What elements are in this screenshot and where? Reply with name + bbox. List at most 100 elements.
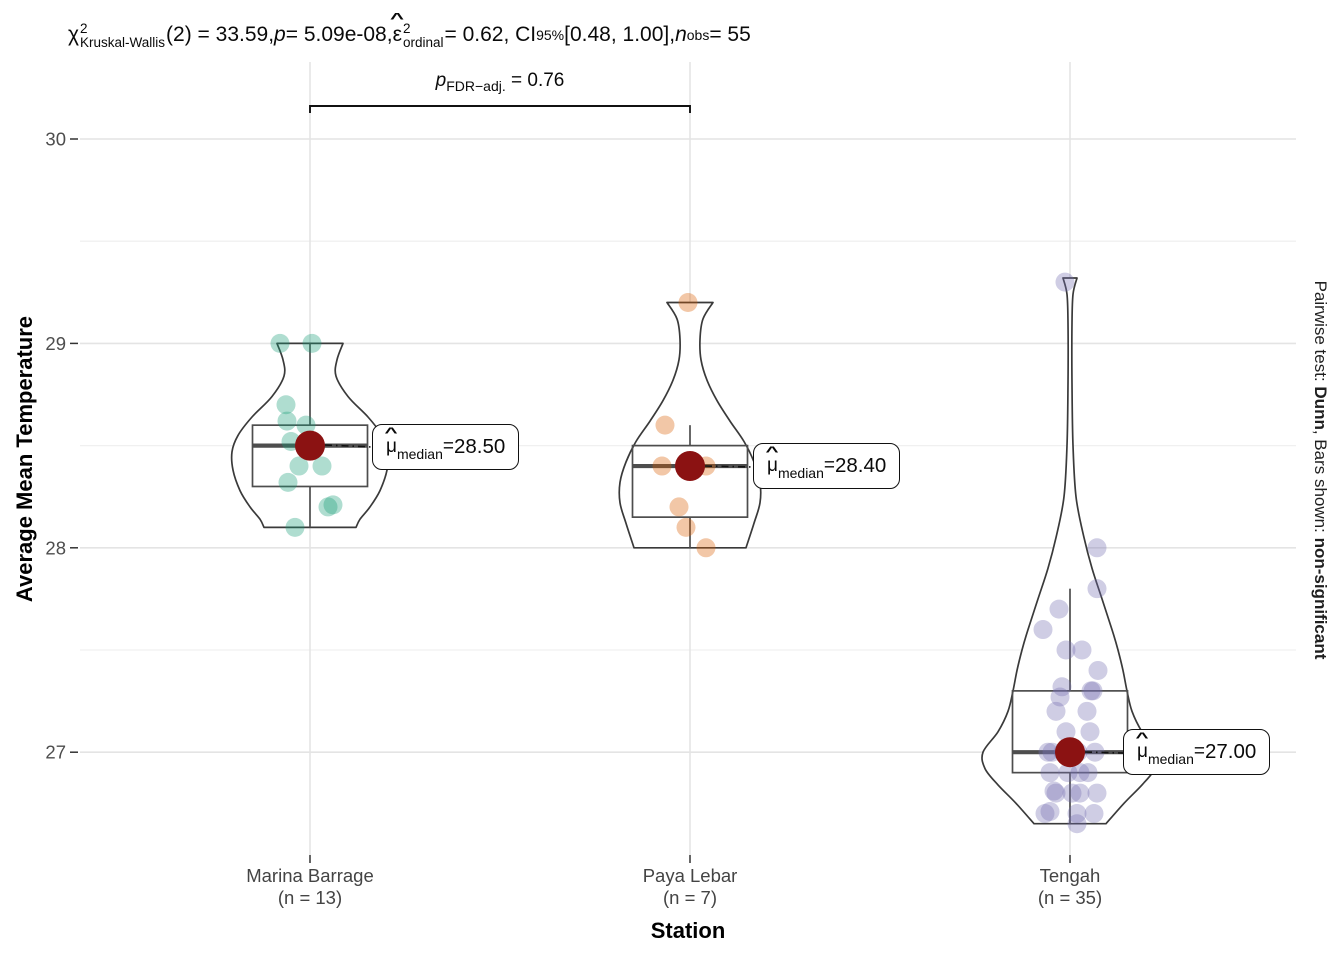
data-point	[1085, 742, 1105, 762]
data-point	[1038, 742, 1058, 762]
data-point	[655, 415, 675, 435]
p-symbol: p	[274, 23, 286, 46]
data-point	[312, 456, 332, 476]
effect-size-value: = 0.62, CI	[444, 23, 537, 46]
equals: =	[1193, 741, 1205, 762]
data-point	[1062, 783, 1082, 803]
epsilon-hat: ^	[390, 10, 405, 27]
data-point	[1067, 814, 1087, 834]
equals: =	[442, 436, 454, 457]
df-statistic: (2) = 33.59,	[166, 23, 275, 46]
data-point	[318, 497, 338, 517]
data-point	[1040, 763, 1060, 783]
chi-exponent: 2	[80, 20, 88, 36]
median-subscript: median	[396, 446, 443, 462]
data-point	[276, 395, 296, 415]
mu-symbol: μ	[767, 455, 778, 476]
mu-hat: ^	[765, 443, 780, 459]
data-point	[289, 456, 309, 476]
data-point	[270, 333, 290, 353]
data-point	[652, 456, 672, 476]
ci-interval: [0.48, 1.00],	[564, 23, 676, 46]
data-point	[1033, 620, 1053, 640]
data-point	[1088, 660, 1108, 680]
x-tick-label: Tengah (n = 35)	[1038, 865, 1102, 908]
data-point	[1070, 783, 1090, 803]
p-value: = 5.09e-08,	[285, 23, 393, 46]
data-point	[1072, 640, 1092, 660]
fdr-p-value: = 0.76	[505, 70, 565, 91]
x-tick-label: Marina Barrage (n = 13)	[246, 865, 374, 908]
y-tick-label: 28	[45, 537, 66, 558]
mu-symbol: μ	[386, 436, 397, 457]
median-value: 28.50	[453, 435, 506, 458]
epsilon-symbol: ε	[392, 23, 402, 46]
boxplot-paya-lebar	[631, 444, 749, 518]
chi-subscript: Kruskal-Wallis	[80, 35, 166, 50]
data-point	[678, 293, 698, 313]
data-point	[1087, 579, 1107, 599]
n-value: = 55	[709, 23, 751, 46]
data-point	[1055, 272, 1075, 292]
pairwise-p-label: pFDR−adj. = 0.76	[390, 70, 610, 94]
n-symbol: n	[675, 23, 687, 46]
data-point	[1046, 783, 1066, 803]
data-point	[1035, 804, 1055, 824]
epsilon-exponent: 2	[402, 20, 411, 36]
chi-symbol: χ	[68, 23, 80, 46]
data-point	[1077, 701, 1097, 721]
mu-hat: ^	[384, 424, 399, 440]
caption-middle: , Bars shown:	[1311, 429, 1330, 538]
median-label-connector	[324, 444, 373, 448]
median-dot	[295, 430, 325, 461]
y-axis-title: Average Mean Temperature	[12, 315, 37, 603]
data-point	[676, 517, 696, 537]
data-point	[1049, 599, 1069, 619]
fdr-subscript: FDR−adj.	[446, 78, 506, 94]
x-tick-label: Paya Lebar (n = 7)	[643, 865, 738, 908]
y-tick-label: 27	[45, 742, 66, 763]
caption-prefix: Pairwise test:	[1311, 280, 1330, 387]
data-point	[1087, 538, 1107, 558]
data-point	[323, 495, 343, 515]
data-point	[302, 333, 322, 353]
data-point	[1046, 701, 1066, 721]
median-label-marina-barrage: ^ μ median = 28.50	[372, 424, 520, 470]
data-point	[1067, 804, 1087, 824]
violin-paya-lebar	[618, 301, 762, 549]
ci-subscript: 95%	[536, 27, 565, 43]
data-point	[1083, 681, 1103, 701]
data-point	[1078, 763, 1098, 783]
data-point	[1058, 763, 1078, 783]
data-point	[1050, 687, 1070, 707]
median-label-tengah: ^ μ median = 27.00	[1123, 729, 1271, 775]
median-subscript: median	[1147, 751, 1194, 767]
median-label-connector	[1084, 751, 1124, 754]
median-dot	[675, 451, 705, 482]
median-value: 28.40	[834, 454, 887, 477]
mu-symbol: μ	[1137, 741, 1148, 762]
p-symbol: p	[435, 70, 447, 91]
data-point	[1070, 763, 1090, 783]
pairwise-test-caption: Pairwise test: Dunn, Bars shown: non-sig…	[1306, 170, 1330, 770]
epsilon-subscript: ordinal	[402, 35, 444, 50]
data-point	[1052, 677, 1072, 697]
data-point	[669, 497, 689, 517]
data-point	[278, 472, 298, 492]
boxplot-marina-barrage	[251, 424, 369, 488]
data-point	[1084, 804, 1104, 824]
caption-test-name: Dunn	[1311, 386, 1330, 430]
data-point	[1081, 681, 1101, 701]
data-point	[696, 538, 716, 558]
y-tick-label: 30	[45, 129, 66, 150]
data-point	[1080, 722, 1100, 742]
data-point	[1040, 801, 1060, 821]
data-point	[1087, 783, 1107, 803]
equals: =	[823, 455, 835, 476]
x-axis-title: Station	[650, 918, 726, 943]
median-subscript: median	[777, 465, 824, 481]
data-point	[296, 415, 316, 435]
data-point	[1056, 640, 1076, 660]
